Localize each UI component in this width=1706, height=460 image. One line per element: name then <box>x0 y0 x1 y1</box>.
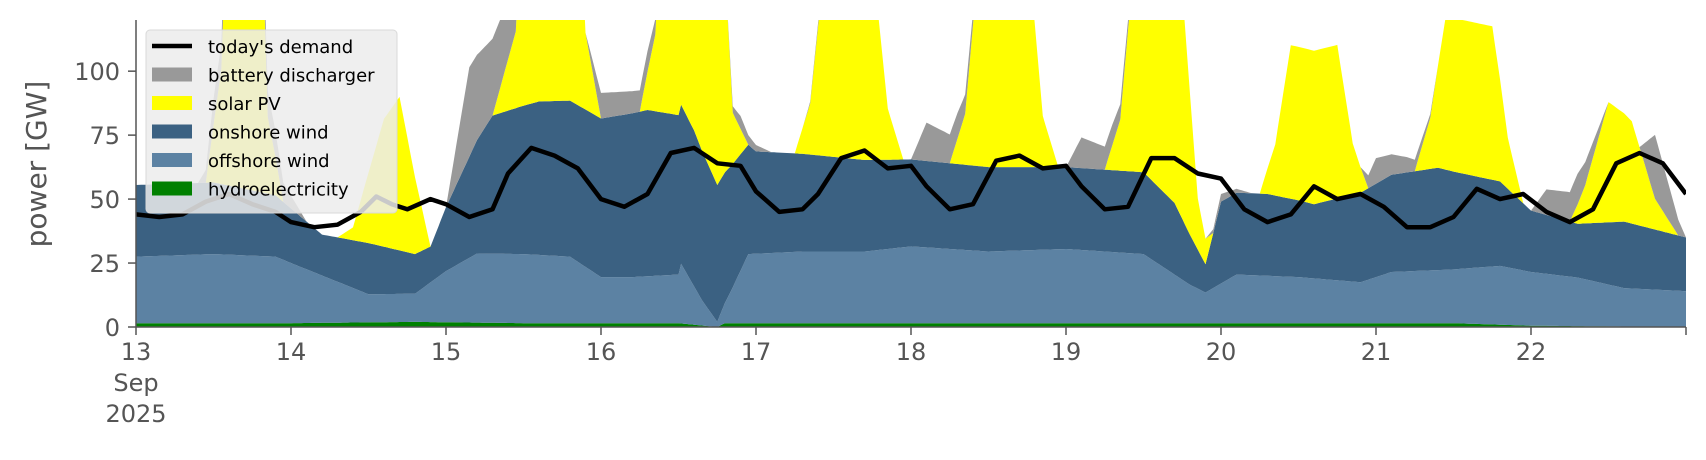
legend-swatch <box>152 96 192 110</box>
x-tick-label: 16 <box>586 338 617 366</box>
legend-item: solar PV <box>152 94 281 115</box>
x-tick-label: 13 Sep 2025 <box>105 338 166 428</box>
legend-swatch <box>152 181 192 196</box>
legend-label: offshore wind <box>208 151 330 172</box>
x-tick-label: 19 <box>1051 338 1082 366</box>
legend-item: onshore wind <box>152 123 329 144</box>
axes: 0 25 50 75 100 13 Sep 2025 14 15 16 17 18 19 20 21 22 <box>74 20 1687 428</box>
legend-label: battery discharger <box>208 66 375 87</box>
x-tick-label: 17 <box>741 338 772 366</box>
x-tick-label: 14 <box>276 338 307 366</box>
y-axis-label: power [GW] <box>20 81 53 248</box>
x-tick-label: 15 <box>431 338 462 366</box>
y-tick-label: 100 <box>74 58 120 86</box>
legend-swatch <box>152 153 192 167</box>
legend-label: onshore wind <box>208 123 329 144</box>
area-hydroelectricity <box>136 321 1686 327</box>
legend: today's demand battery discharger solar PV… <box>145 29 398 214</box>
y-tick-label: 75 <box>89 122 120 150</box>
x-tick-label: 20 <box>1206 338 1237 366</box>
legend-item: hydroelectricity <box>152 180 349 201</box>
x-tick-label: 18 <box>896 338 927 366</box>
x-tick-label: 21 <box>1361 338 1392 366</box>
legend-label: solar PV <box>208 94 281 115</box>
legend-item: today's demand <box>152 37 353 58</box>
area-solar-pv <box>136 20 1686 265</box>
legend-swatch <box>152 67 192 82</box>
area-offshore-wind <box>136 246 1686 327</box>
legend-item: offshore wind <box>152 151 330 172</box>
y-tick-label: 0 <box>105 314 120 342</box>
legend-swatch <box>152 124 192 139</box>
legend-label: hydroelectricity <box>208 180 349 201</box>
plot-area <box>136 20 1686 327</box>
y-tick-label: 50 <box>89 186 120 214</box>
x-tick-label: 22 <box>1516 338 1547 366</box>
legend-item: battery discharger <box>152 66 375 87</box>
legend-box <box>145 29 398 214</box>
y-tick-label: 25 <box>89 250 120 278</box>
legend-label: today's demand <box>208 37 353 58</box>
